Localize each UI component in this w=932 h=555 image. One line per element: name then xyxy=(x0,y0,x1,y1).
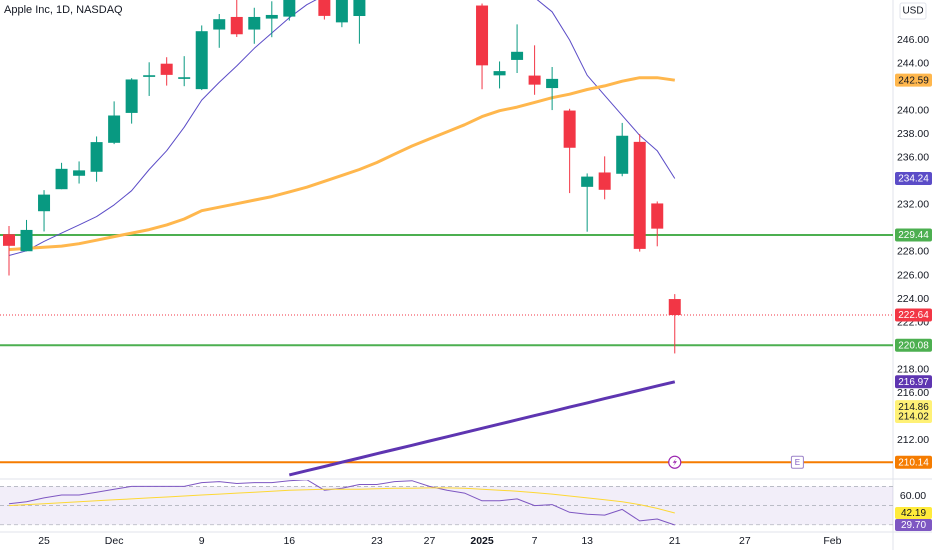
chart-title: Apple Inc, 1D, NASDAQ xyxy=(4,4,123,16)
x-tick-label: 23 xyxy=(371,535,383,547)
candle-body xyxy=(195,31,208,90)
price-tag xyxy=(895,375,932,389)
candle-body xyxy=(528,75,541,85)
currency: USD xyxy=(902,6,923,17)
candle-body xyxy=(335,0,348,23)
price-tag-label: 216.97 xyxy=(898,377,929,388)
y-tick-label: 224.00 xyxy=(897,293,929,305)
x-tick-label: 13 xyxy=(581,535,593,547)
candle-body xyxy=(213,19,226,30)
axes: 246.00 244.00 240.00 238.00 236.00 232.00 228.… xyxy=(38,34,932,547)
price-tag-label: 210.14 xyxy=(898,457,929,468)
x-tick-label: 7 xyxy=(532,535,538,547)
y-tick-label: 228.00 xyxy=(897,246,929,258)
candle-body xyxy=(633,141,646,249)
candle-body xyxy=(178,77,191,79)
x-tick-label: 16 xyxy=(283,535,295,547)
x-tick-label: Dec xyxy=(105,535,124,547)
candle-body xyxy=(581,176,594,187)
price-tag xyxy=(895,308,932,322)
rsi-tag-label: 42.19 xyxy=(901,508,926,519)
price-tag xyxy=(895,410,932,424)
price-tag xyxy=(895,171,932,185)
candle-body xyxy=(283,0,296,17)
y-tick-label: 240.00 xyxy=(897,104,929,116)
y-tick-label: 216.00 xyxy=(897,387,929,399)
x-tick-label: 27 xyxy=(739,535,751,547)
candle-body xyxy=(38,194,51,212)
y-tick-label: 236.00 xyxy=(897,152,929,164)
moving-average xyxy=(8,76,676,252)
earnings-box xyxy=(790,455,804,469)
price-tag xyxy=(895,228,932,242)
candle-body xyxy=(160,63,173,75)
candle-body xyxy=(511,51,524,60)
candle-body xyxy=(318,0,331,16)
moving-average xyxy=(8,0,676,256)
candle-body xyxy=(230,16,243,35)
y-tick-label: 218.00 xyxy=(897,363,929,375)
candle-body xyxy=(265,14,278,19)
x-tick-label: 2025 xyxy=(470,535,494,547)
rsi-pane xyxy=(0,480,893,526)
y-tick-label: 246.00 xyxy=(897,34,929,46)
x-tick-label: 27 xyxy=(424,535,436,547)
x-tick-label: 9 xyxy=(199,535,205,547)
price-tag-label: 220.08 xyxy=(898,340,929,351)
candle-body xyxy=(248,16,261,30)
candle-body xyxy=(143,75,156,77)
candle-body xyxy=(476,5,489,66)
price-tag xyxy=(895,400,932,414)
candle-body xyxy=(125,79,138,113)
rsi-tag-label: 29.70 xyxy=(901,520,926,531)
candle-body xyxy=(55,168,68,190)
candle-body xyxy=(353,0,366,17)
candle-body xyxy=(73,170,86,176)
price-tag-label: 234.24 xyxy=(898,174,929,185)
price-tag-label: 214.86 xyxy=(898,402,929,413)
candle-body xyxy=(3,234,15,246)
price-tag-label: 222.64 xyxy=(898,310,929,321)
rsi-line xyxy=(8,487,675,514)
candle-body xyxy=(563,110,576,148)
candle-body xyxy=(598,172,611,190)
price-tag xyxy=(895,455,932,469)
y-tick-label: 212.00 xyxy=(897,434,929,446)
candle-body xyxy=(668,299,681,316)
price-tag xyxy=(895,73,932,87)
candle-body xyxy=(616,135,629,174)
y-tick-label: 226.00 xyxy=(897,269,929,281)
price-tag-label: 229.44 xyxy=(898,230,929,241)
price-tag xyxy=(895,338,932,352)
candle-body xyxy=(108,115,121,143)
event-bolt xyxy=(672,458,677,467)
rsi-line xyxy=(8,480,675,526)
y-tick-label: 232.00 xyxy=(897,199,929,211)
price-tag-label: 214.02 xyxy=(898,412,929,423)
x-tick-label: 25 xyxy=(38,535,50,547)
candle-body xyxy=(651,203,664,229)
x-tick-label: Feb xyxy=(823,535,841,547)
candle-body xyxy=(90,142,103,172)
x-tick-label: 21 xyxy=(669,535,681,547)
currency-box xyxy=(899,2,927,20)
candle-body xyxy=(546,78,559,89)
rsi-tag xyxy=(895,519,932,532)
price-tag-label: 242.59 xyxy=(898,75,929,86)
price-pane xyxy=(0,0,893,477)
y-tick-label: 244.00 xyxy=(897,57,929,69)
y-tick-label: 238.00 xyxy=(897,128,929,140)
rsi-tick-label: 60.00 xyxy=(900,490,926,502)
candle-body xyxy=(493,71,506,76)
moving-average xyxy=(288,380,676,477)
rsi-tag xyxy=(895,507,932,520)
candle-body xyxy=(20,229,33,252)
earnings-label: E xyxy=(795,458,800,467)
